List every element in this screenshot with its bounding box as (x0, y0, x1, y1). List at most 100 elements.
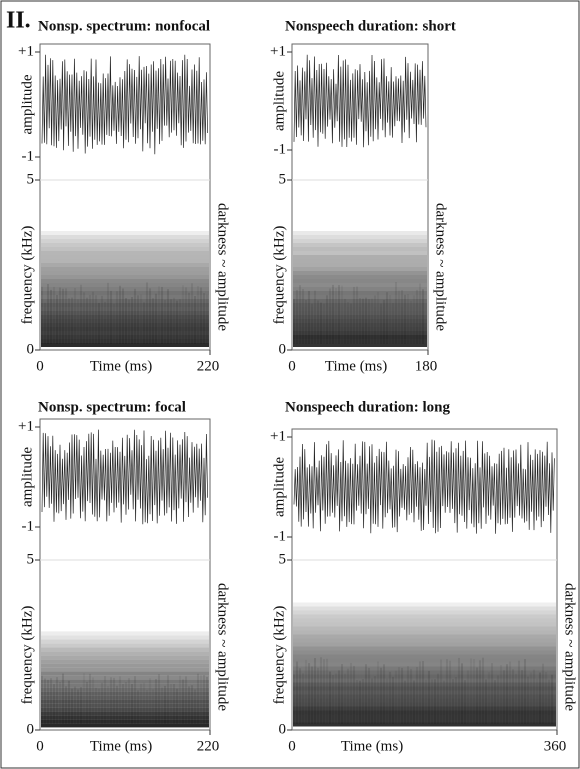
spectrogram-band (41, 699, 209, 704)
y-tick-label: +1 (270, 43, 286, 59)
spectrogram-band (293, 335, 427, 339)
spectrogram-band (293, 327, 427, 331)
spectrogram-band (293, 626, 556, 631)
x-axis-label: Time (ms) (90, 358, 152, 374)
x-tick-label: 0 (288, 358, 296, 374)
spectrogram-band (41, 259, 209, 263)
y-tick-label: -1 (274, 528, 287, 544)
panel-frame (39, 43, 211, 351)
spectrogram-band (41, 283, 209, 287)
spectrogram-band (293, 239, 427, 243)
x-axis-label: Time (ms) (325, 358, 387, 374)
panel-frame (291, 43, 429, 351)
x-axis-label: Time (ms) (341, 738, 403, 754)
spectrogram-band (293, 694, 556, 699)
spectrogram-band (293, 303, 427, 307)
spectrogram-band (41, 659, 209, 664)
spectrogram-band (293, 343, 427, 347)
spectrogram-band (293, 670, 556, 675)
panel: Nonsp. spectrum: nonfocal+1 -1 5 00 220 Time … (18, 18, 231, 374)
spectrogram-band (41, 675, 209, 680)
spectrogram-band (41, 243, 209, 247)
spectrogram-band (293, 630, 556, 635)
panel-title: Nonspeech duration: long (285, 399, 451, 415)
waveform (41, 54, 208, 155)
y-axis-label: frequency (kHz) (271, 606, 287, 705)
spectrogram-band (41, 707, 209, 712)
spectrogram-band (41, 287, 209, 291)
spectrogram-band (293, 622, 556, 627)
spectrogram-band (293, 698, 556, 703)
spectrogram-band (293, 718, 556, 723)
spectrogram-band (293, 678, 556, 683)
y-tick-label: +1 (270, 428, 286, 444)
x-tick-label: 220 (197, 358, 220, 374)
panel-title: Nonspeech duration: short (285, 18, 456, 34)
spectrogram-band (293, 339, 427, 343)
y-axis-label: frequency (kHz) (19, 606, 35, 705)
spectrogram-band (293, 642, 556, 647)
panel: Nonspeech duration: long +1 -1 5 00 360 Time (… (270, 399, 578, 754)
y-axis-label: amplitude (19, 447, 35, 507)
y-tick-label: 5 (27, 551, 35, 567)
spectrogram-band (293, 251, 427, 255)
spectrogram-band (41, 679, 209, 684)
spectrogram-band (41, 639, 209, 644)
y-axis-label: amplitude (19, 74, 35, 134)
spectrogram-band (41, 263, 209, 267)
figure-label: II. (6, 8, 31, 34)
y-tick-label: 5 (279, 551, 287, 567)
spectrogram-band (293, 658, 556, 663)
spectrogram-band (41, 295, 209, 299)
x-tick-label: 0 (36, 738, 44, 754)
spectrogram-band (41, 331, 209, 335)
spectrogram-band (293, 271, 427, 275)
y-tick-label: +1 (18, 418, 34, 434)
spectrogram-band (293, 610, 556, 615)
waveform (293, 54, 427, 148)
spectrogram-band (41, 691, 209, 696)
spectrogram-band (293, 299, 427, 303)
waveform (293, 439, 555, 534)
spectrogram-band (293, 682, 556, 687)
spectrogram-band (41, 695, 209, 700)
spectrogram-band (41, 275, 209, 279)
spectrogram-band (41, 711, 209, 716)
spectrogram-band (293, 602, 556, 607)
spectrogram-band (293, 267, 427, 271)
spectrogram-band (293, 706, 556, 711)
spectrogram-band (293, 311, 427, 315)
spectrogram-band (293, 287, 427, 291)
spectrogram-band (41, 687, 209, 692)
spectrogram-band (41, 251, 209, 255)
y-tick-label: 5 (279, 171, 287, 187)
spectrogram-band (293, 295, 427, 299)
spectrogram-band (41, 239, 209, 243)
spectrogram-band (293, 686, 556, 691)
spectrogram-band (293, 283, 427, 287)
spectrogram-band (293, 654, 556, 659)
spectrogram-band (293, 279, 427, 283)
spectrogram-band (293, 710, 556, 715)
spectrogram-band (41, 663, 209, 668)
spectrogram-band (293, 259, 427, 263)
spectrogram-band (41, 631, 209, 636)
y-tick-label: 0 (27, 721, 35, 737)
y-axis-label: frequency (kHz) (271, 226, 287, 325)
side-label: darkness ~ amplitude (215, 583, 231, 711)
y-tick-label: -1 (22, 148, 35, 164)
panel-frame (39, 418, 211, 731)
spectrogram-band (41, 651, 209, 656)
y-tick-label: 0 (279, 341, 287, 357)
spectrogram-band (293, 714, 556, 719)
spectrogram-band (293, 690, 556, 695)
side-label: darkness ~ amplitude (215, 203, 231, 331)
spectrogram-band (293, 646, 556, 651)
spectrogram-band (41, 327, 209, 331)
spectrogram-band (293, 702, 556, 707)
y-axis-label: amplitude (271, 71, 287, 131)
y-tick-label: +1 (18, 43, 34, 59)
spectrogram-band (293, 650, 556, 655)
